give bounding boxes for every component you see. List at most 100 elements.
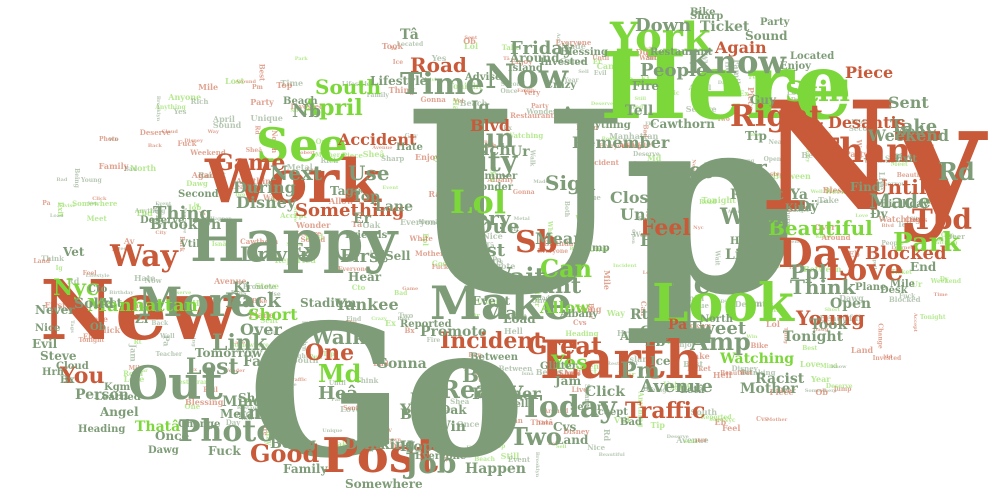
filler-word: Sheâ xyxy=(558,368,581,379)
word-take: Take xyxy=(890,116,938,137)
filler-word: Ur xyxy=(911,279,923,290)
filler-word: Fuck xyxy=(898,293,916,301)
filler-word: Ob xyxy=(463,36,476,47)
filler-word: Bike xyxy=(252,298,268,306)
filler-word: Avenue xyxy=(680,300,709,310)
filler-word: Yo xyxy=(421,77,430,85)
word-april: April xyxy=(302,95,363,121)
filler-word: Fire xyxy=(645,120,657,127)
filler-word: Brooklyn xyxy=(675,320,712,330)
word-advise: Advise xyxy=(465,72,502,83)
filler-word: Job xyxy=(757,250,773,261)
filler-word: Heading xyxy=(565,329,599,339)
word-back: Back xyxy=(225,288,281,312)
filler-word: Restaurant xyxy=(173,379,212,387)
filler-word: Thatâ xyxy=(530,418,554,428)
filler-word: Mean xyxy=(501,416,523,426)
filler-word: Dr xyxy=(790,96,800,104)
filler-word: Top xyxy=(276,80,293,91)
word-now: Now xyxy=(485,57,569,97)
filler-word: Tweet xyxy=(112,246,130,253)
word-crazy: Crazy xyxy=(545,80,577,91)
filler-word: Albany xyxy=(140,315,160,322)
word-unique: Unique xyxy=(620,205,685,224)
filler-word: Enjoy xyxy=(510,56,533,66)
filler-word: Av xyxy=(142,312,150,319)
word-rd: Rd xyxy=(938,157,975,186)
word-sharp: Sharp xyxy=(690,11,724,22)
filler-word: Tâ xyxy=(788,264,796,271)
filler-word: Run xyxy=(468,352,483,360)
word-er: Er xyxy=(353,211,372,227)
filler-word: Lost xyxy=(642,269,655,276)
filler-word: Right xyxy=(358,437,381,446)
word-vet: Vet xyxy=(63,245,85,259)
filler-word: Birthday xyxy=(543,238,578,248)
filler-word: Feel xyxy=(82,269,97,277)
filler-word: Sell xyxy=(646,54,659,62)
word-near: Near xyxy=(668,267,745,300)
word-anyone: Anyone xyxy=(620,329,670,343)
filler-word: Good xyxy=(431,259,453,269)
filler-word: Watching xyxy=(506,131,544,141)
word-never: Never xyxy=(35,303,75,317)
filler-word: Day xyxy=(225,417,241,427)
word-yo: Yo xyxy=(400,400,421,419)
word-sent: Sent xyxy=(888,93,929,112)
filler-word: Deserve xyxy=(139,128,171,138)
word-sound: Sound xyxy=(745,29,788,43)
filler-word: Find xyxy=(466,445,479,452)
filler-word: Land xyxy=(33,257,51,265)
filler-word: Traffic xyxy=(657,89,680,97)
word-that-: Thatâ xyxy=(135,419,181,435)
word-stadium: Stadium xyxy=(300,296,357,310)
filler-word: Birthday xyxy=(109,290,134,297)
filler-word: Hrh xyxy=(192,298,210,309)
word-make: Make xyxy=(430,276,572,330)
filler-word: Bike xyxy=(468,237,485,245)
filler-word: Yes xyxy=(439,110,454,121)
filler-word: Tip xyxy=(650,420,666,431)
filler-word: Wonder xyxy=(296,220,331,231)
filler-word: Take xyxy=(688,350,710,361)
filler-word: Angel xyxy=(688,83,712,93)
filler-word: Hrh xyxy=(241,416,253,423)
filler-word: Around xyxy=(821,232,851,242)
filler-word: Avenue xyxy=(372,145,393,152)
filler-word: Brooklyn xyxy=(534,451,541,477)
filler-word: Sent xyxy=(464,34,478,41)
filler-word: Right xyxy=(290,352,309,360)
filler-word: Dawg xyxy=(813,326,829,333)
filler-word: Pa xyxy=(492,255,502,265)
word-new: New xyxy=(40,263,238,359)
word-ny: Ny xyxy=(760,69,985,245)
word-good: Good xyxy=(250,439,320,468)
word-he-: Heâ xyxy=(318,383,359,404)
word-tell: Tell xyxy=(625,103,654,119)
filler-word: Beach xyxy=(459,97,488,108)
filler-word: Weekend xyxy=(190,148,226,158)
word-gonna: Gonna xyxy=(376,356,427,372)
filler-word: Dr xyxy=(389,440,401,451)
filler-word: Load xyxy=(49,212,64,219)
filler-word: April xyxy=(564,370,581,378)
filler-word: Beach xyxy=(474,455,495,463)
word-up: Up xyxy=(405,56,798,350)
word-she-: Sheâ xyxy=(238,391,271,405)
filler-word: Weekend xyxy=(930,278,962,286)
filler-word: Until xyxy=(328,380,346,388)
filler-word: Over xyxy=(646,213,662,221)
word-earth: Earth xyxy=(540,330,703,391)
filler-word: Between xyxy=(498,363,533,373)
filler-word: Click xyxy=(97,325,121,336)
filler-word: North xyxy=(129,162,157,173)
filler-word: Sheâ xyxy=(884,154,905,164)
word-traffic: Traffic xyxy=(625,398,706,424)
word-day: Day xyxy=(778,230,862,277)
filler-word: Sheâ xyxy=(450,396,470,406)
word-vtil: Vtil xyxy=(180,239,200,250)
word-av: Av xyxy=(560,102,587,126)
word-best: Best xyxy=(460,240,506,261)
word-watching: Watching xyxy=(720,351,795,367)
word-way: Way xyxy=(110,239,178,274)
